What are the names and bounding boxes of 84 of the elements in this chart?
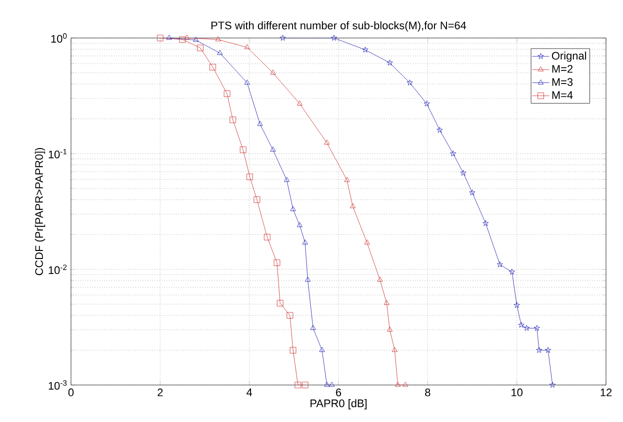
point bbox=[384, 300, 390, 305]
point bbox=[386, 326, 393, 332]
point bbox=[286, 312, 294, 319]
point bbox=[329, 382, 335, 387]
point bbox=[197, 44, 204, 52]
point bbox=[179, 36, 186, 43]
point bbox=[402, 382, 408, 387]
point bbox=[217, 50, 223, 55]
legend-label: M=4 bbox=[552, 91, 573, 99]
point bbox=[304, 276, 311, 282]
y-tick-label: 10$^{-2}$ bbox=[48, 264, 67, 274]
point bbox=[276, 300, 284, 306]
point bbox=[302, 239, 308, 244]
point bbox=[549, 382, 556, 388]
x-tick-label: 10 bbox=[512, 388, 522, 396]
point bbox=[450, 150, 456, 156]
point bbox=[244, 80, 250, 84]
point bbox=[514, 302, 520, 308]
point bbox=[230, 116, 236, 124]
point bbox=[224, 90, 230, 97]
point bbox=[290, 347, 296, 354]
point bbox=[469, 189, 476, 196]
point bbox=[215, 36, 221, 42]
point bbox=[460, 170, 466, 176]
point bbox=[284, 176, 290, 182]
y-tick-label: 10$^{-1}$ bbox=[48, 148, 67, 158]
point bbox=[270, 146, 276, 152]
point bbox=[264, 234, 270, 240]
point bbox=[524, 324, 530, 331]
point bbox=[324, 140, 330, 145]
point bbox=[310, 324, 316, 330]
point bbox=[244, 44, 250, 50]
point bbox=[392, 347, 398, 352]
point bbox=[210, 64, 216, 70]
point bbox=[350, 203, 356, 208]
point bbox=[294, 382, 302, 388]
chart-title: PTS with different number of sub-blocks(M),for N=64 bbox=[211, 21, 466, 32]
x-tick-label: 0 bbox=[68, 388, 74, 396]
point bbox=[395, 382, 401, 387]
point bbox=[270, 70, 276, 75]
point bbox=[290, 206, 296, 212]
point bbox=[319, 347, 325, 352]
point bbox=[246, 174, 253, 180]
point bbox=[424, 100, 430, 106]
x-tick-label: 8 bbox=[425, 388, 430, 396]
point bbox=[436, 126, 443, 133]
point bbox=[364, 239, 370, 244]
point bbox=[280, 34, 286, 41]
y-tick-label: 10$^{0}$ bbox=[51, 33, 67, 43]
legend-label: Orignal bbox=[552, 52, 586, 62]
point bbox=[193, 36, 199, 42]
point bbox=[362, 46, 368, 52]
y-tick-label: 10$^{-3}$ bbox=[48, 380, 67, 390]
legend-label: M=2 bbox=[552, 65, 573, 73]
point bbox=[166, 34, 172, 40]
point bbox=[184, 34, 190, 40]
point bbox=[324, 382, 330, 387]
point bbox=[254, 196, 260, 203]
x-tick-label: 4 bbox=[246, 388, 252, 396]
point bbox=[534, 324, 540, 331]
x-tick-label: 12 bbox=[600, 388, 612, 396]
point bbox=[296, 222, 303, 228]
point bbox=[344, 176, 350, 182]
point bbox=[331, 34, 338, 41]
point bbox=[377, 276, 383, 282]
point bbox=[156, 34, 164, 42]
x-axis-title: PAPR0 [dB] bbox=[310, 399, 367, 410]
point bbox=[274, 260, 280, 266]
point bbox=[240, 146, 246, 153]
legend-label: M=3 bbox=[552, 78, 573, 86]
point bbox=[296, 100, 303, 106]
x-tick-label: 2 bbox=[158, 388, 163, 396]
x-tick-label: 6 bbox=[336, 388, 342, 396]
point bbox=[302, 382, 308, 388]
point bbox=[518, 322, 524, 328]
point bbox=[545, 347, 552, 353]
point bbox=[482, 220, 489, 226]
point bbox=[386, 60, 393, 66]
point bbox=[406, 80, 413, 86]
point bbox=[496, 261, 503, 268]
y-axis-title: CCDF (Pr[PAPR>PAPR0]) bbox=[34, 148, 46, 276]
point bbox=[536, 347, 542, 353]
point bbox=[257, 120, 263, 126]
point bbox=[508, 268, 515, 275]
